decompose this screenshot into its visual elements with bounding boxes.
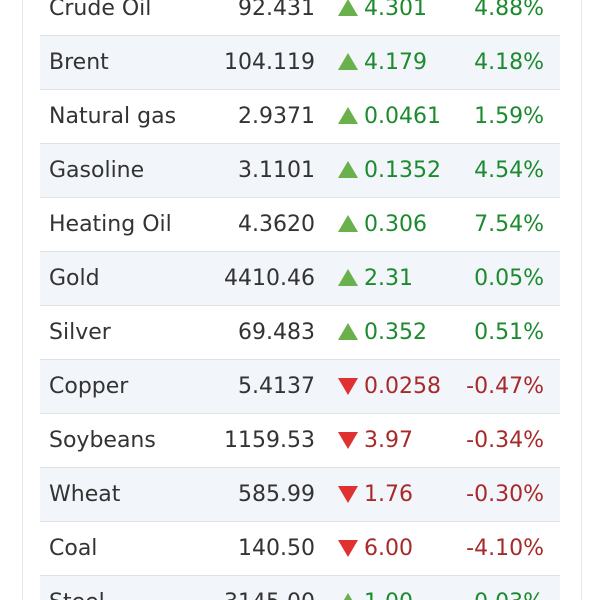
commodity-change: 0.1352: [364, 158, 441, 183]
commodity-price: 4.3620: [238, 212, 315, 237]
arrow-up-icon: [338, 198, 358, 251]
commodity-name: Steel: [49, 576, 105, 600]
commodity-percent-change: 7.54%: [474, 212, 544, 237]
page-edge-right: [581, 0, 600, 600]
table-row[interactable]: Heating Oil 4.3620 0.306 7.54%: [40, 198, 560, 252]
commodity-change: 0.0258: [364, 374, 441, 399]
arrow-down-icon: [338, 522, 358, 575]
page-edge-left: [0, 0, 23, 600]
table-row[interactable]: Brent 104.119 4.179 4.18%: [40, 36, 560, 90]
commodity-price: 104.119: [224, 50, 315, 75]
commodity-percent-change: 0.03%: [474, 576, 544, 600]
table-row[interactable]: Copper 5.4137 0.0258 -0.47%: [40, 360, 560, 414]
commodity-change: 0.306: [364, 212, 427, 237]
commodity-change: 0.352: [364, 320, 427, 345]
commodity-price: 69.483: [238, 320, 315, 345]
commodity-change: 4.301: [364, 0, 427, 21]
commodity-name: Soybeans: [49, 428, 156, 453]
commodity-price: 140.50: [238, 536, 315, 561]
arrow-down-icon: [338, 414, 358, 467]
commodity-percent-change: -0.34%: [466, 428, 544, 453]
table-row[interactable]: Gold 4410.46 2.31 0.05%: [40, 252, 560, 306]
commodity-name: Coal: [49, 536, 98, 561]
commodity-name: Copper: [49, 374, 129, 399]
commodity-name: Heating Oil: [49, 212, 172, 237]
commodity-price: 3.1101: [238, 158, 315, 183]
commodity-change: 6.00: [364, 536, 413, 561]
commodity-percent-change: 1.59%: [474, 104, 544, 129]
commodity-change: 4.179: [364, 50, 427, 75]
commodity-change: 2.31: [364, 266, 413, 291]
arrow-up-icon: [338, 0, 358, 35]
arrow-down-icon: [338, 360, 358, 413]
arrow-up-icon: [338, 90, 358, 143]
commodity-price: 5.4137: [238, 374, 315, 399]
commodity-percent-change: -0.30%: [466, 482, 544, 507]
commodity-price: 92.431: [238, 0, 315, 21]
table-row[interactable]: Silver 69.483 0.352 0.51%: [40, 306, 560, 360]
table-row[interactable]: Soybeans 1159.53 3.97 -0.34%: [40, 414, 560, 468]
table-row[interactable]: Steel 3145.00 1.00 0.03%: [40, 576, 560, 600]
arrow-down-icon: [338, 468, 358, 521]
commodity-percent-change: 0.51%: [474, 320, 544, 345]
commodity-name: Silver: [49, 320, 111, 345]
arrow-up-icon: [338, 36, 358, 89]
commodity-name: Brent: [49, 50, 109, 75]
table-row[interactable]: Crude Oil 92.431 4.301 4.88%: [40, 0, 560, 36]
commodity-name: Gasoline: [49, 158, 145, 183]
commodity-name: Natural gas: [49, 104, 177, 129]
table-row[interactable]: Wheat 585.99 1.76 -0.30%: [40, 468, 560, 522]
commodity-percent-change: -0.47%: [466, 374, 544, 399]
commodity-change: 1.76: [364, 482, 413, 507]
arrow-up-icon: [338, 576, 358, 600]
table-row[interactable]: Coal 140.50 6.00 -4.10%: [40, 522, 560, 576]
commodity-price: 4410.46: [224, 266, 315, 291]
commodity-name: Crude Oil: [49, 0, 152, 21]
commodity-price: 3145.00: [224, 576, 315, 600]
commodity-change: 0.0461: [364, 104, 441, 129]
commodity-name: Gold: [49, 266, 100, 291]
arrow-up-icon: [338, 144, 358, 197]
commodity-change: 3.97: [364, 428, 413, 453]
commodity-percent-change: 4.18%: [474, 50, 544, 75]
commodity-name: Wheat: [49, 482, 121, 507]
commodity-price: 1159.53: [224, 428, 315, 453]
arrow-up-icon: [338, 306, 358, 359]
commodity-price: 2.9371: [238, 104, 315, 129]
commodity-change: 1.00: [364, 576, 413, 600]
commodity-price: 585.99: [238, 482, 315, 507]
commodity-percent-change: 4.88%: [474, 0, 544, 21]
table-row[interactable]: Gasoline 3.1101 0.1352 4.54%: [40, 144, 560, 198]
commodity-percent-change: 4.54%: [474, 158, 544, 183]
table-row[interactable]: Natural gas 2.9371 0.0461 1.59%: [40, 90, 560, 144]
commodity-percent-change: 0.05%: [474, 266, 544, 291]
commodities-table: Crude Oil 92.431 4.301 4.88% Brent 104.119 4.1…: [40, 0, 560, 600]
commodity-percent-change: -4.10%: [466, 536, 544, 561]
arrow-up-icon: [338, 252, 358, 305]
